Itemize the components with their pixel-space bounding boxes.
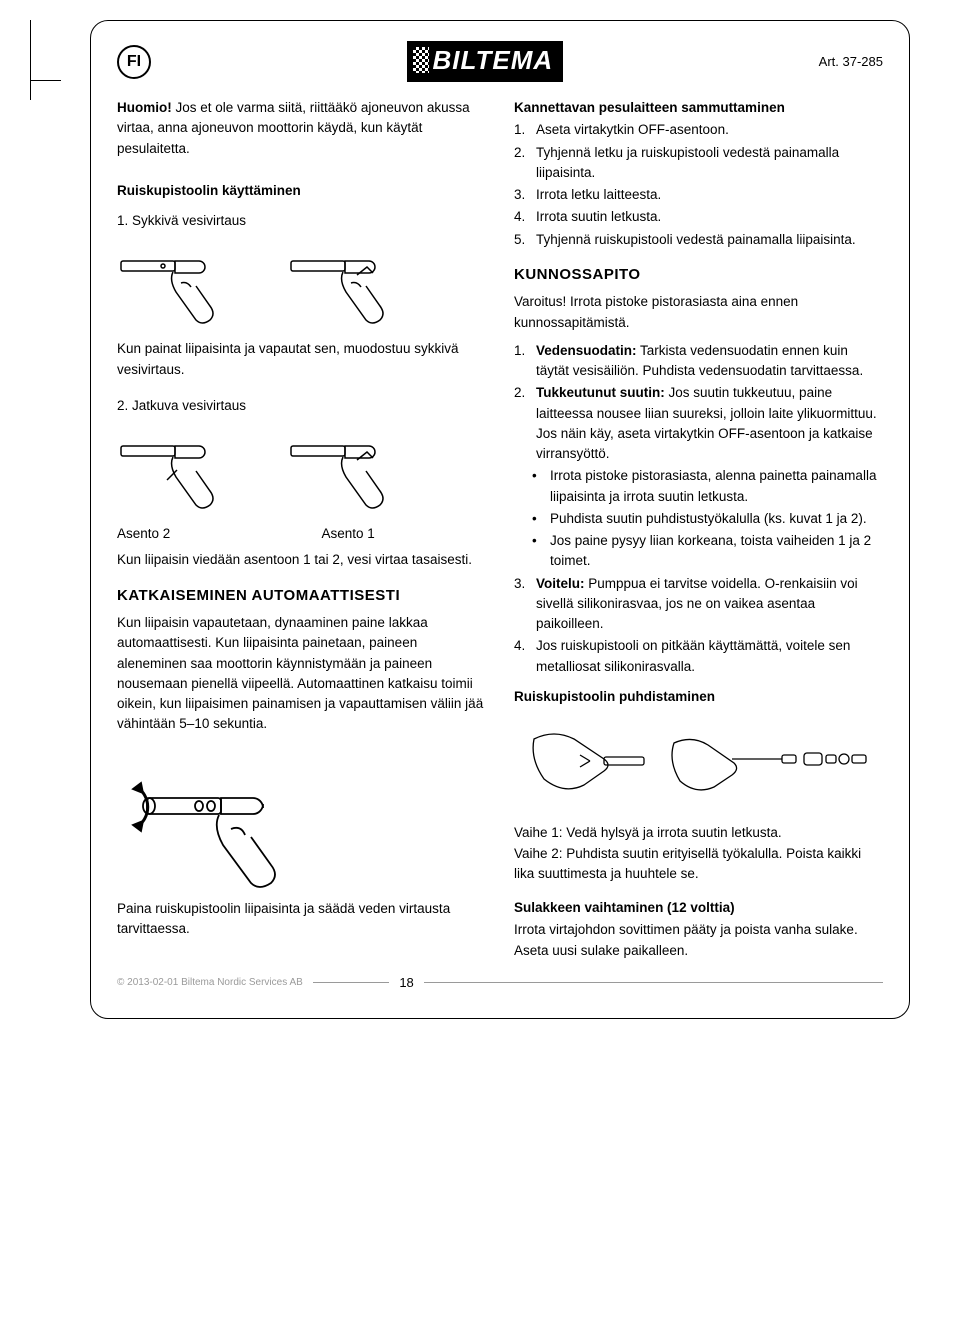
heading-using-spraygun: Ruiskupistoolin käyttäminen xyxy=(117,181,486,201)
paragraph-autostop: Kun liipaisin vapautetaan, dynaaminen pa… xyxy=(117,613,486,735)
language-code: FI xyxy=(127,53,141,71)
cleaning-figure xyxy=(514,709,874,809)
right-column: Kannettavan pesulaitteen sammuttaminen 1… xyxy=(514,98,883,961)
content-frame: FI BILTEMA Art. 37-285 Huomio! Jos et ol… xyxy=(90,20,910,1019)
biltema-logo: BILTEMA xyxy=(407,41,564,82)
list-item: 1.Aseta virtakytkin OFF-asentoon. xyxy=(514,120,883,140)
list-item: 1. Vedensuodatin: Tarkista vedensuodatin… xyxy=(514,341,883,382)
position-1-label: Asento 1 xyxy=(322,524,487,544)
heading-fuse: Sulakkeen vaihtaminen (12 volttia) xyxy=(514,898,883,918)
list-item: •Irrota pistoke pistorasiasta, alenna pa… xyxy=(514,466,883,507)
paragraph-press-trigger: Paina ruiskupistoolin liipaisinta ja sää… xyxy=(117,899,486,940)
step-1-label: 1. Sykkivä vesivirtaus xyxy=(117,211,486,231)
heading-cleaning: Ruiskupistoolin puhdistaminen xyxy=(514,687,883,707)
maintenance-list: 1. Vedensuodatin: Tarkista vedensuodatin… xyxy=(514,341,883,465)
position-labels: Asento 2 Asento 1 xyxy=(117,524,486,544)
list-item: 3.Irrota letku laitteesta. xyxy=(514,185,883,205)
spray-gun-rotate-icon xyxy=(117,743,317,893)
nozzle-substeps: •Irrota pistoke pistorasiasta, alenna pa… xyxy=(514,466,883,571)
manual-page: FI BILTEMA Art. 37-285 Huomio! Jos et ol… xyxy=(0,20,960,1049)
storage-lube-text: Jos ruiskupistooli on pitkään käyttämätt… xyxy=(536,636,883,677)
paragraph-continuous: Kun liipaisin viedään asentoon 1 tai 2, … xyxy=(117,550,486,570)
left-column: Huomio! Jos et ole varma siitä, riittääk… xyxy=(117,98,486,961)
maintenance-list-cont: 3. Voitelu: Pumppua ei tarvitse voidella… xyxy=(514,574,883,677)
copyright-text: © 2013-02-01 Biltema Nordic Services AB xyxy=(117,977,303,988)
heading-maintenance: KUNNOSSAPITO xyxy=(514,264,883,287)
shutdown-steps: 1.Aseta virtakytkin OFF-asentoon. 2.Tyhj… xyxy=(514,120,883,250)
notice-paragraph: Huomio! Jos et ole varma siitä, riittääk… xyxy=(117,98,486,159)
list-item: •Puhdista suutin puhdistustyökalulla (ks… xyxy=(514,509,883,529)
list-item: •Jos paine pysyy liian korkeana, toista … xyxy=(514,531,883,572)
article-number: Art. 37-285 xyxy=(819,54,883,69)
lubrication-label: Voitelu: xyxy=(536,576,585,591)
lubrication-text: Pumppua ei tarvitse voidella. O-renkaisi… xyxy=(536,576,858,632)
step-2-label: 2. Jatkuva vesivirtaus xyxy=(117,396,486,416)
paragraph-pulsating: Kun painat liipaisinta ja vapautat sen, … xyxy=(117,339,486,380)
spray-gun-icon xyxy=(117,239,247,329)
logo-wrap: BILTEMA xyxy=(151,41,819,82)
language-badge: FI xyxy=(117,45,151,79)
list-item: 2.Tyhjennä letku ja ruiskupistooli vedes… xyxy=(514,143,883,184)
gun-figure-row-1 xyxy=(117,239,486,329)
list-item: 4. Jos ruiskupistooli on pitkään käyttäm… xyxy=(514,636,883,677)
list-item: 5.Tyhjennä ruiskupistooli vedestä painam… xyxy=(514,230,883,250)
two-column-layout: Huomio! Jos et ole varma siitä, riittääk… xyxy=(117,98,883,961)
position-2-label: Asento 2 xyxy=(117,524,282,544)
list-item: 4.Irrota suutin letkusta. xyxy=(514,207,883,227)
spray-gun-icon xyxy=(287,239,417,329)
list-item: 3. Voitelu: Pumppua ei tarvitse voidella… xyxy=(514,574,883,635)
notice-label: Huomio! xyxy=(117,100,172,115)
step-vaihe-1: Vaihe 1: Vedä hylsyä ja irrota suutin le… xyxy=(514,823,883,843)
page-number: 18 xyxy=(399,975,413,990)
warning-paragraph: Varoitus! Irrota pistoke pistorasiasta a… xyxy=(514,292,883,333)
water-filter-label: Vedensuodatin: xyxy=(536,343,637,358)
spray-gun-icon xyxy=(287,424,417,514)
page-header: FI BILTEMA Art. 37-285 xyxy=(117,41,883,82)
spray-gun-icon xyxy=(117,424,247,514)
footer-divider xyxy=(424,982,883,983)
heading-auto-stop: KATKAISEMINEN AUTOMAATTISESTI xyxy=(117,585,486,608)
list-item: 2. Tukkeutunut suutin: Jos suutin tukkeu… xyxy=(514,383,883,464)
gun-figure-row-2 xyxy=(117,424,486,514)
fuse-text: Irrota virtajohdon sovittimen pääty ja p… xyxy=(514,920,883,961)
step-vaihe-2: Vaihe 2: Puhdista suutin erityisellä työ… xyxy=(514,844,883,885)
page-footer: © 2013-02-01 Biltema Nordic Services AB … xyxy=(117,975,883,990)
heading-shutdown: Kannettavan pesulaitteen sammuttaminen xyxy=(514,98,883,118)
footer-divider xyxy=(313,982,390,983)
crop-marks xyxy=(30,20,70,100)
clogged-nozzle-label: Tukkeutunut suutin: xyxy=(536,385,665,400)
